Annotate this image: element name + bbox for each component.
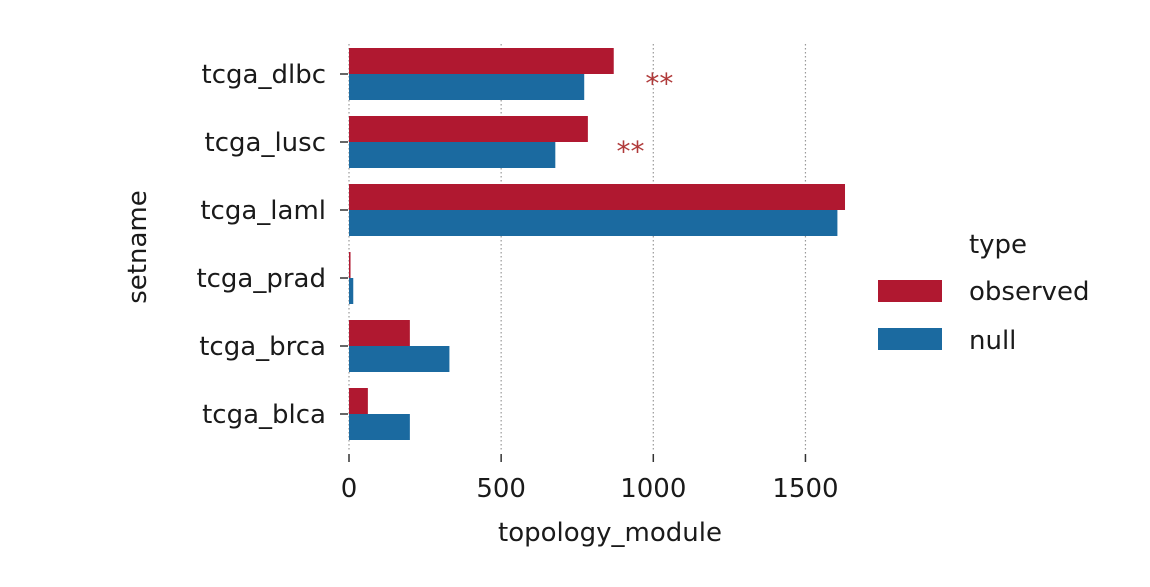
y-axis-label: setname	[123, 190, 153, 303]
legend-swatch-null	[878, 328, 942, 350]
bar-tcga_brca-observed	[349, 320, 410, 346]
legend-label-observed: observed	[969, 277, 1090, 307]
bar-tcga_prad-observed	[349, 252, 351, 278]
bar-tcga_lusc-null	[349, 142, 556, 168]
bar-tcga_prad-null	[349, 278, 354, 304]
bar-tcga_brca-null	[349, 346, 450, 372]
y-tick-label-tcga_laml: tcga_laml	[200, 196, 326, 226]
bar-tcga_laml-observed	[349, 184, 846, 210]
x-tick-label-500: 500	[476, 474, 526, 504]
grid-lines	[348, 44, 807, 452]
legend-title: type	[969, 230, 1027, 260]
significance-marker-tcga_lusc: **	[616, 135, 644, 168]
y-tick-label-tcga_lusc: tcga_lusc	[205, 128, 326, 158]
x-tick-label-1000: 1000	[620, 474, 686, 504]
annotations: ** **	[616, 67, 673, 168]
x-tick-labels: 0 500 1000 1500	[341, 454, 839, 504]
bar-tcga_blca-null	[349, 414, 410, 440]
legend: type observed null	[878, 230, 1090, 356]
bar-tcga_dlbc-observed	[349, 48, 614, 74]
y-tick-labels: tcga_dlbc tcga_lusc tcga_laml tcga_pradtcga…	[196, 60, 348, 430]
significance-marker-tcga_dlbc: **	[645, 67, 673, 100]
bar-tcga_dlbc-null	[349, 74, 585, 100]
bar-tcga_laml-null	[349, 210, 838, 236]
x-tick-label-1500: 1500	[772, 474, 838, 504]
x-axis-label: topology_module	[498, 518, 722, 548]
legend-swatch-observed	[878, 280, 942, 302]
y-tick-label-tcga_blca: tcga_blca	[202, 400, 326, 430]
bar-tcga_blca-observed	[349, 388, 368, 414]
bars	[349, 48, 846, 440]
legend-label-null: null	[969, 326, 1016, 356]
x-tick-label-0: 0	[341, 474, 358, 504]
bar-tcga_lusc-observed	[349, 116, 588, 142]
y-tick-label-tcga_dlbc: tcga_dlbc	[202, 60, 326, 90]
y-tick-label-tcga_brca: tcga_brca	[199, 332, 326, 362]
y-tick-label-tcga_prad: tcga_prad	[196, 264, 326, 294]
